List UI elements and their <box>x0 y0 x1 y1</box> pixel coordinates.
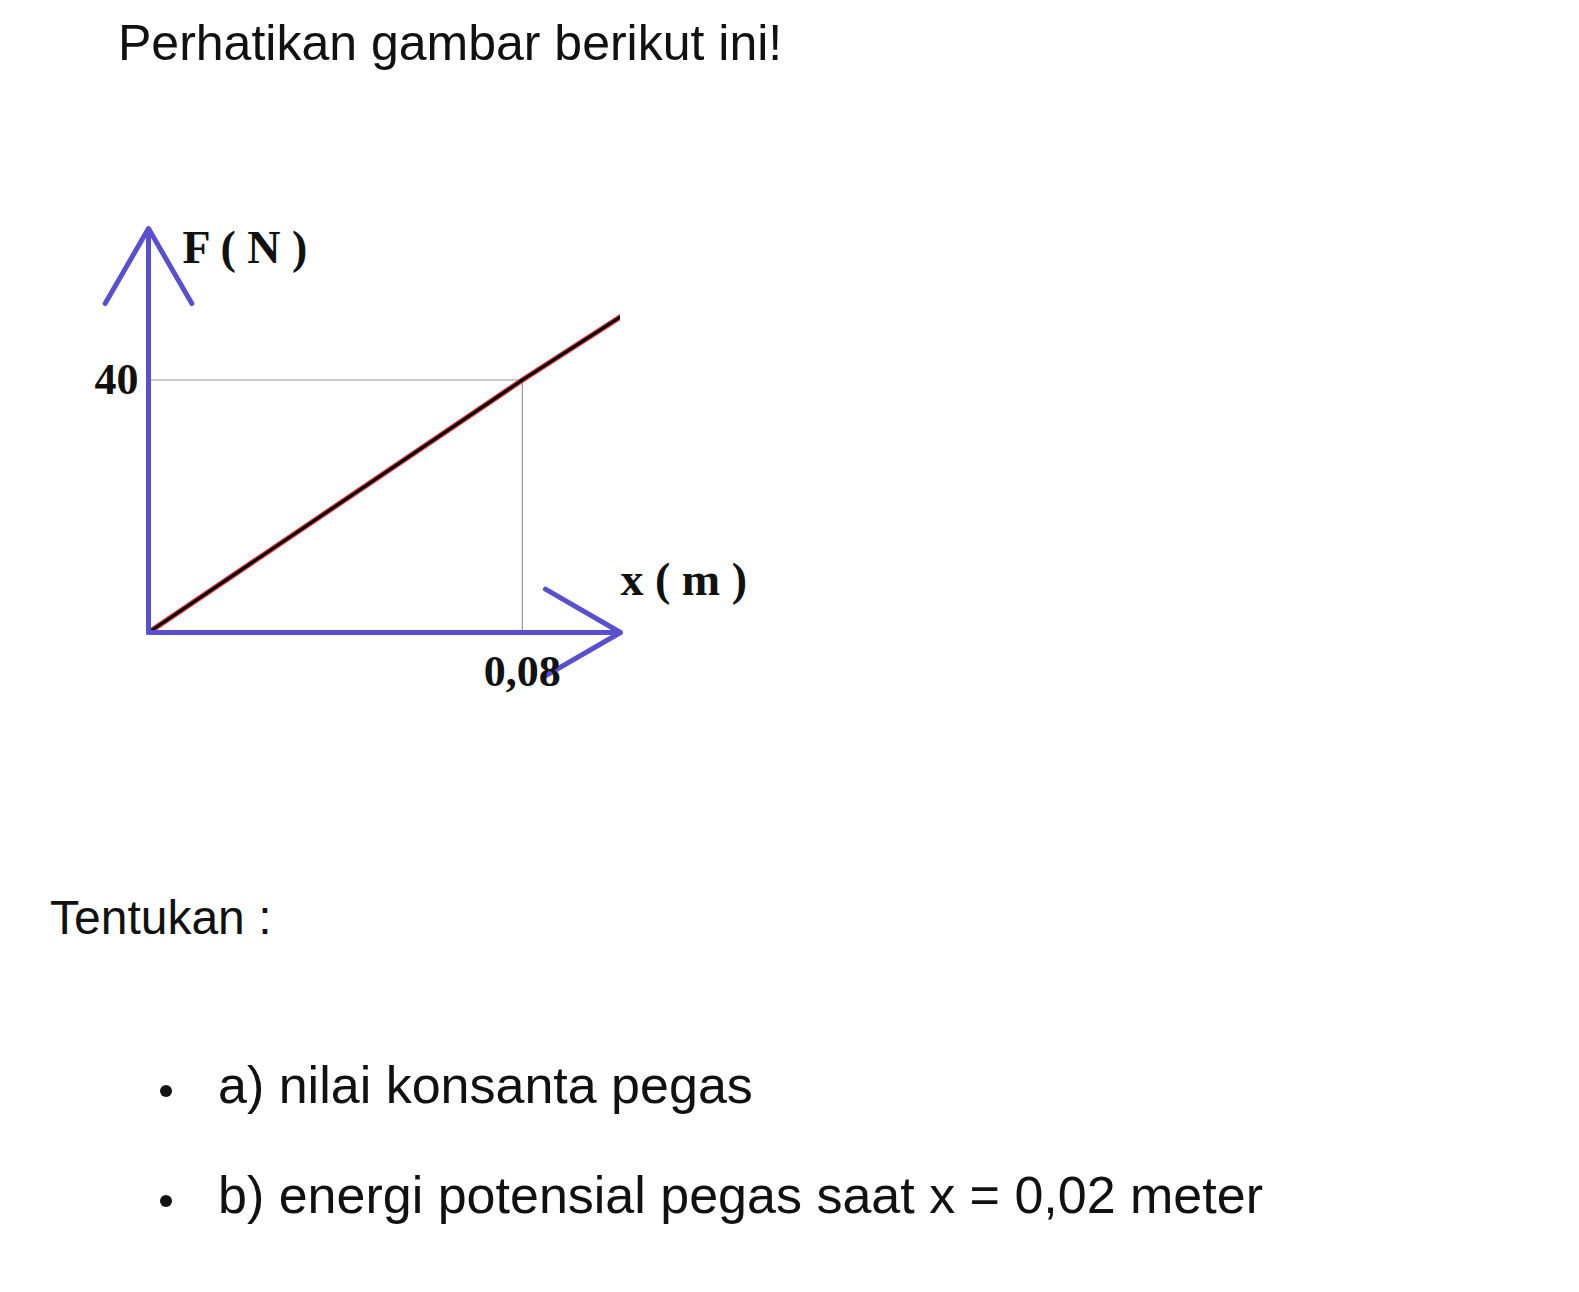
svg-text:x ( m ): x ( m ) <box>621 554 747 605</box>
svg-text:F ( N ): F ( N ) <box>183 222 308 273</box>
html-text:b) energi potensial pegas saat: b) energi potensial pegas saat x = 0,02 … <box>218 1166 1263 1224</box>
html-text:a) nilai konsanta pegas: a) nilai konsanta pegas <box>218 1056 753 1114</box>
html-text:Perhatikan gambar berikut ini!: Perhatikan gambar berikut ini! <box>118 15 783 71</box>
svg-text:0,08: 0,08 <box>484 647 561 696</box>
html-text:Tentukan :: Tentukan : <box>50 891 272 944</box>
svg-text:40: 40 <box>95 355 139 404</box>
